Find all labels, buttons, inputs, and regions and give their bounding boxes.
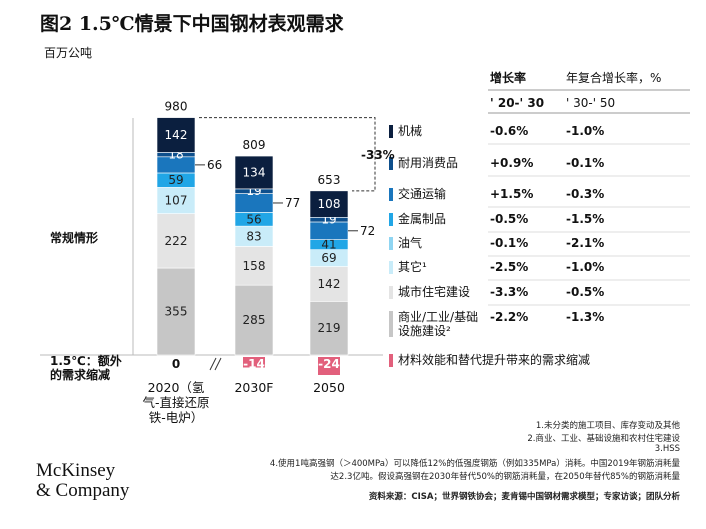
cagr-value: -1.5%	[566, 212, 605, 226]
value-label: 142	[318, 277, 341, 291]
growth-value: -3.3%	[490, 285, 529, 299]
footnote: 3.HSS	[654, 444, 680, 454]
value-label: 355	[165, 305, 188, 319]
legend-label: 城市住宅建设	[398, 285, 471, 299]
logo: & Company	[36, 480, 130, 501]
legend-label: 其它¹	[398, 260, 427, 274]
value-label: 59	[168, 173, 183, 187]
bar-segment	[309, 266, 349, 302]
value-label: 134	[243, 165, 266, 179]
bar-segment	[156, 267, 196, 356]
legend-label: 金属制品	[398, 212, 447, 226]
x-tick-label: 2050	[313, 380, 345, 395]
legend-swatch	[389, 261, 393, 274]
value-label: 219	[318, 321, 341, 335]
value-label: 72	[360, 224, 375, 238]
bar-segment	[309, 301, 349, 356]
value-label: 108	[318, 197, 341, 211]
break-mark	[214, 357, 222, 371]
legend-label: 交通运输	[398, 187, 447, 201]
growth-value: +1.5%	[490, 187, 534, 201]
legend-label: 油气	[398, 236, 423, 250]
value-label: 142	[165, 128, 188, 142]
cagr-value: -2.1%	[566, 236, 605, 250]
reduction-bar	[318, 357, 340, 375]
footnote: 4.使用1吨高强钢（＞400MPa）可以降低12%的低强度钢筋（例如335MPa…	[269, 459, 680, 469]
reduction-label: -14	[243, 357, 265, 371]
change-bracket	[199, 117, 376, 192]
value-label: 41	[321, 238, 336, 252]
reduction-bar	[243, 357, 265, 368]
legend-swatch	[389, 311, 393, 337]
cagr-value: -1.0%	[566, 260, 605, 274]
legend-swatch	[389, 354, 393, 367]
footnote: 2.商业、工业、基础设施和农村住宅建设	[527, 434, 680, 444]
cagr-value: -1.3%	[566, 310, 605, 324]
subtitle: 百万公吨	[44, 46, 93, 60]
cagr-value: -0.1%	[566, 156, 605, 170]
logo: McKinsey	[36, 460, 116, 481]
value-label: 83	[246, 229, 261, 243]
bar-segment	[156, 117, 196, 153]
reduction-label: 0	[172, 357, 180, 371]
value-label: 107	[165, 194, 188, 208]
growth-value: -2.2%	[490, 310, 529, 324]
bar-segment	[234, 155, 274, 190]
legend-label: 材料效能和替代提升带来的需求缩减	[398, 353, 591, 367]
legend-swatch	[389, 237, 393, 250]
x-tick-label: 2030F	[234, 380, 274, 395]
legend-label: 耐用消费品	[398, 156, 459, 170]
bar-segment	[309, 190, 349, 218]
reduction-label: -24	[318, 357, 340, 371]
bar-segment	[234, 246, 274, 286]
column-header: 增长率	[490, 71, 527, 85]
value-label: 222	[165, 234, 188, 248]
total-label: 809	[243, 138, 266, 152]
growth-value: -0.5%	[490, 212, 529, 226]
growth-value: -2.5%	[490, 260, 529, 274]
legend-swatch	[389, 188, 393, 201]
cagr-value: -0.5%	[566, 285, 605, 299]
growth-value: +0.9%	[490, 156, 534, 170]
source: 资料来源：CISA；世界钢铁协会；麦肯锡中国钢材需求模型；专家访谈；团队分析	[368, 492, 680, 502]
value-label: 69	[321, 251, 336, 265]
legend-label: 机械	[398, 124, 423, 138]
baseline-label: 常规情形	[50, 231, 99, 245]
legend-label: 商业/工业/基础设施建设²	[398, 310, 479, 338]
legend-swatch	[389, 213, 393, 226]
total-label: 980	[165, 100, 188, 114]
value-label: 66	[207, 158, 222, 172]
total-label: 653	[318, 173, 341, 187]
chart-title: 图2 1.5℃情景下中国钢材表观需求	[40, 13, 344, 35]
legend-swatch	[389, 286, 393, 299]
value-label: 285	[243, 313, 266, 327]
value-label: 77	[285, 196, 300, 210]
period-label: ' 30-' 50	[566, 96, 616, 110]
bar-segment	[156, 213, 196, 269]
footnote: 达2.3亿吨。假设高强钢在2030年替代50%的钢筋消耗量，在2050年替代85…	[330, 472, 680, 482]
reduction-label: 1.5℃：额外的需求缩减	[50, 354, 122, 382]
legend-swatch	[389, 125, 393, 138]
column-header: 年复合增长率，%	[566, 71, 662, 85]
label-box	[167, 357, 185, 371]
period-label: ' 20-' 30	[490, 96, 545, 110]
x-tick-label: 2020（氢气-直接还原铁-电炉）	[142, 380, 210, 425]
value-label: 56	[246, 212, 261, 226]
bar-segment	[234, 284, 274, 356]
break-mark	[209, 357, 217, 371]
change-label: -33%	[361, 148, 395, 162]
cagr-value: -0.3%	[566, 187, 605, 201]
growth-value: -0.1%	[490, 236, 529, 250]
growth-value: -0.6%	[490, 124, 529, 138]
cagr-value: -1.0%	[566, 124, 605, 138]
footnote: 1.未分类的施工项目、库存变动及其他	[535, 421, 680, 431]
value-label: 158	[243, 259, 266, 273]
legend-swatch	[389, 157, 393, 170]
